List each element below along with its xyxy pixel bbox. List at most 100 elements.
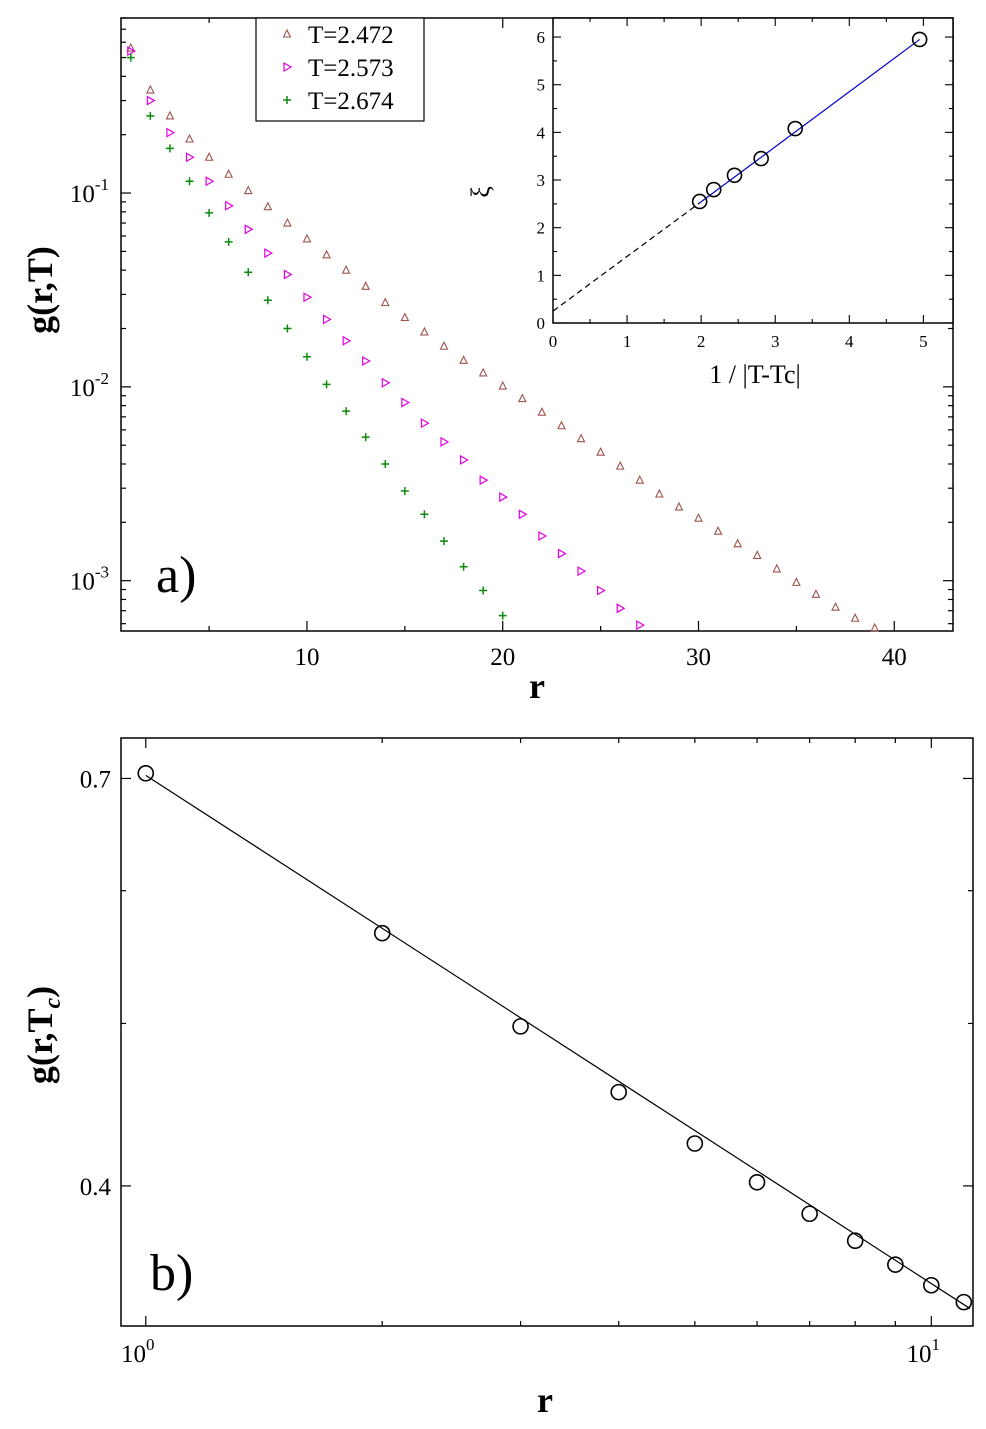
data-point (479, 586, 488, 595)
data-point (361, 281, 371, 290)
data-point (373, 924, 391, 942)
data-point (831, 601, 840, 611)
data-point (420, 510, 429, 519)
data-point (686, 1135, 704, 1152)
data-point (576, 433, 586, 443)
data-point (146, 95, 156, 106)
inset-background (553, 18, 953, 323)
data-point (537, 406, 547, 416)
panel-b-y-axis-label: g(r,Tc) (20, 986, 66, 1084)
data-point (887, 1256, 904, 1273)
data-point (165, 144, 174, 153)
data-point (420, 418, 430, 429)
data-point (264, 248, 274, 259)
data-point (204, 152, 214, 161)
inset-data-point (691, 193, 708, 210)
data-point (137, 764, 155, 782)
data-point (850, 613, 860, 622)
data-point (224, 237, 233, 246)
y-tick-label: 0.7 (80, 766, 111, 793)
y-tick-label: 0.4 (80, 1174, 112, 1201)
data-point (459, 562, 468, 571)
panel-a-frame (120, 17, 954, 632)
inset-x-tick-label: 1 (623, 332, 632, 351)
data-point (244, 224, 254, 235)
data-point (694, 512, 703, 522)
data-point (440, 537, 449, 546)
data-point (380, 297, 390, 307)
x-tick-label: 101 (907, 1335, 941, 1368)
data-point (636, 620, 645, 631)
data-point (811, 589, 821, 598)
data-point (146, 111, 155, 120)
data-point (596, 446, 606, 456)
data-point (459, 355, 468, 364)
data-point (752, 550, 762, 559)
data-point (654, 488, 664, 498)
inset-frame (552, 17, 954, 324)
data-point (870, 622, 880, 632)
data-point (127, 46, 136, 57)
data-point (361, 433, 370, 442)
data-point (557, 548, 567, 559)
data-point (498, 611, 507, 620)
inset-y-tick-label: 5 (537, 76, 546, 95)
data-point (243, 185, 253, 195)
data-point (499, 492, 508, 503)
data-point (322, 249, 331, 259)
inset-x-tick-label: 2 (697, 332, 706, 351)
panel-b-ticks: 100 101 0.4 0.7 (80, 738, 973, 1368)
data-point (846, 1232, 864, 1250)
data-point (322, 380, 331, 389)
panel-a-x-axis-label: r (529, 666, 545, 706)
data-point (597, 585, 606, 596)
data-point (400, 487, 409, 496)
data-point (263, 201, 273, 211)
data-point (283, 217, 292, 227)
inset-y-tick-label: 1 (537, 266, 546, 285)
data-point (772, 563, 782, 573)
data-point (322, 314, 332, 325)
inset-chart: 0 1 2 3 4 5 0 1 2 3 4 5 6 1 / |T-Tc| ξ (466, 17, 954, 389)
data-point (165, 110, 175, 120)
data-point (518, 509, 528, 520)
data-point (341, 264, 351, 274)
data-point (126, 53, 135, 62)
panel-b-marks (137, 764, 973, 1311)
data-point (577, 566, 587, 577)
data-point (244, 268, 253, 277)
data-point (224, 169, 234, 178)
panel-a-y-axis-label: g(r,T) (20, 246, 60, 334)
inset-y-tick-label: 6 (537, 28, 546, 47)
data-point (225, 200, 234, 211)
data-point (517, 393, 527, 403)
data-point (420, 326, 429, 336)
data-point (459, 454, 469, 465)
data-point (439, 341, 449, 350)
x-tick-label: 30 (686, 644, 711, 671)
data-point (674, 501, 684, 511)
panel-b-label: b) (150, 1245, 193, 1302)
legend-marker (282, 28, 292, 38)
data-point (145, 84, 155, 94)
inset-x-tick-label: 4 (845, 332, 854, 351)
inset-fit-line (699, 38, 921, 204)
inset-x-axis-label: 1 / |T-Tc| (709, 360, 800, 389)
inset-x-tick-label: 0 (549, 332, 558, 351)
inset-data-point (726, 167, 743, 184)
y-tick-label: 10-2 (70, 369, 109, 402)
x-tick-label: 40 (882, 644, 907, 671)
inset-y-axis-label: ξ (466, 186, 495, 198)
data-point (381, 377, 391, 388)
data-point (303, 292, 313, 303)
data-point (801, 1205, 818, 1223)
data-point (381, 459, 390, 468)
legend: T=2.472 T=2.573 T=2.674 (255, 17, 425, 122)
data-point (923, 1276, 940, 1294)
panel-b-frame (120, 737, 974, 1327)
data-point (185, 133, 194, 143)
data-point (302, 352, 311, 361)
y-tick-label: 10-3 (70, 563, 109, 596)
inset-data-point (787, 120, 804, 137)
data-point (748, 1173, 766, 1191)
